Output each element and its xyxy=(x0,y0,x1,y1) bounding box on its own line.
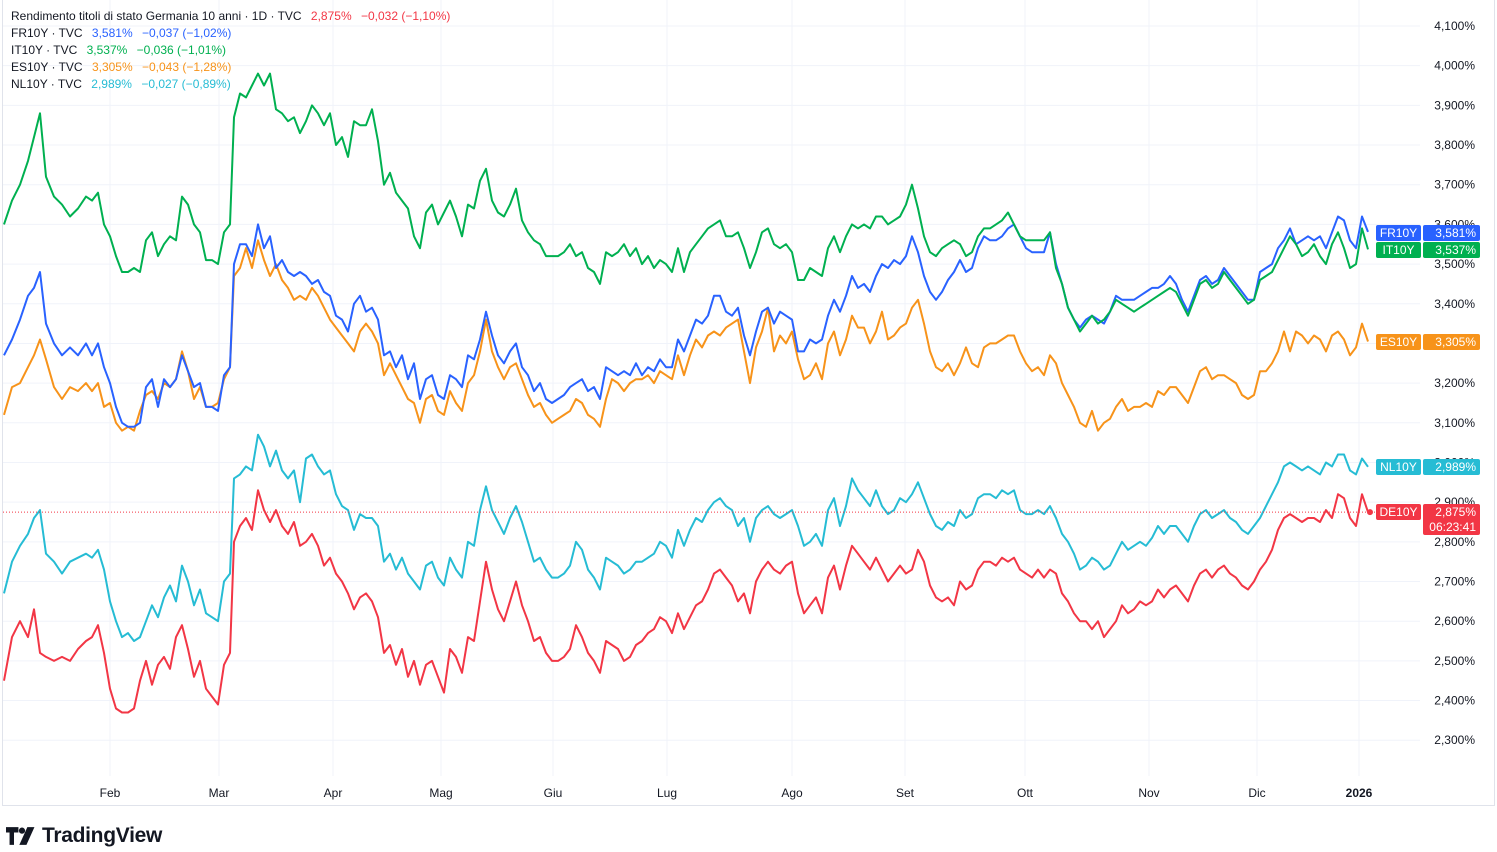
legend-main[interactable]: Rendimento titoli di stato Germania 10 a… xyxy=(11,8,450,25)
y-tick-label: 3,200% xyxy=(1434,376,1475,390)
x-tick-label: Feb xyxy=(100,786,121,800)
price-tag-value: 3,305% xyxy=(1435,335,1476,349)
y-tick-label: 3,700% xyxy=(1434,178,1475,192)
price-tag-name-bg xyxy=(1376,242,1421,258)
series-line-fr10y[interactable] xyxy=(3,215,1369,428)
x-tick-label: Giu xyxy=(544,786,563,800)
price-tag-name-bg xyxy=(1376,459,1421,475)
x-tick-label: Set xyxy=(896,786,915,800)
y-tick-label: 3,900% xyxy=(1434,98,1475,112)
chart-legend: Rendimento titoli di stato Germania 10 a… xyxy=(11,8,450,93)
series-line-es10y[interactable] xyxy=(3,239,1369,432)
price-tag-name-bg xyxy=(1376,504,1421,520)
y-tick-label: 3,400% xyxy=(1434,297,1475,311)
y-tick-label: 2,800% xyxy=(1434,535,1475,549)
legend-it10y-value: 3,537% xyxy=(86,43,128,57)
legend-es10y[interactable]: ES10Y · TVC 3,305% −0,043 (−1,28%) xyxy=(11,59,450,76)
series-line-de10y[interactable] xyxy=(3,489,1369,714)
series-line-nl10y[interactable] xyxy=(3,433,1369,642)
price-tag-name: FR10Y xyxy=(1380,226,1417,240)
price-tag-value-bg xyxy=(1423,225,1480,241)
y-tick-label: 3,800% xyxy=(1434,138,1475,152)
price-tag-name: DE10Y xyxy=(1379,505,1417,519)
grid-lines xyxy=(3,0,1420,776)
y-tick-label: 2,700% xyxy=(1434,575,1475,589)
series-line-it10y[interactable] xyxy=(3,72,1369,333)
price-tag-name-bg xyxy=(1376,225,1421,241)
legend-nl10y[interactable]: NL10Y · TVC 2,989% −0,027 (−0,89%) xyxy=(11,76,450,93)
price-tag-fr10y: FR10Y 3,581% xyxy=(1376,225,1480,241)
price-tag-name: NL10Y xyxy=(1380,460,1417,474)
x-tick-label: Lug xyxy=(657,786,677,800)
x-tick-label: Ago xyxy=(781,786,803,800)
legend-es10y-value: 3,305% xyxy=(91,60,133,74)
price-tag-name: ES10Y xyxy=(1380,335,1417,349)
price-tag-name: IT10Y xyxy=(1382,243,1414,257)
tradingview-logo-text: TradingView xyxy=(42,824,163,847)
x-axis[interactable]: Feb Mar Apr Mag Giu Lug Ago Set Ott Nov Dic 2026 xyxy=(100,786,1373,800)
legend-main-change: −0,032 (−1,10%) xyxy=(360,9,451,23)
legend-it10y[interactable]: IT10Y · TVC 3,537% −0,036 (−1,01%) xyxy=(11,42,450,59)
y-tick-label: 3,500% xyxy=(1434,257,1475,271)
price-tag-es10y: ES10Y 3,305% xyxy=(1376,334,1480,350)
legend-nl10y-change: −0,027 (−0,89%) xyxy=(141,77,231,91)
x-tick-label: Ott xyxy=(1017,786,1034,800)
price-tag-value-bg xyxy=(1423,504,1480,535)
y-tick-label: 4,100% xyxy=(1434,19,1475,33)
price-tag-value: 3,581% xyxy=(1435,226,1476,240)
legend-nl10y-value: 2,989% xyxy=(91,77,132,91)
legend-es10y-label: ES10Y · TVC xyxy=(11,60,83,74)
chart-frame xyxy=(2,0,1495,806)
legend-es10y-change: −0,043 (−1,28%) xyxy=(141,60,232,74)
series-lines xyxy=(3,72,1420,714)
price-tag-value: 2,989% xyxy=(1435,460,1476,474)
price-tag-de10y: DE10Y 2,875%06:23:41 xyxy=(1376,504,1480,535)
x-tick-label: 2026 xyxy=(1346,786,1373,800)
x-tick-label: Apr xyxy=(324,786,343,800)
price-tag-value: 2,875% xyxy=(1435,505,1476,519)
price-tag-value-bg xyxy=(1423,334,1480,350)
y-tick-label: 2,400% xyxy=(1434,694,1475,708)
price-tag-it10y: IT10Y 3,537% xyxy=(1376,242,1480,258)
legend-main-label: Rendimento titoli di stato Germania 10 a… xyxy=(11,9,302,23)
price-tag-name-bg xyxy=(1376,334,1421,350)
price-tags: DE10Y 2,875%06:23:41 NL10Y 2,989% ES10Y 3,305… xyxy=(1376,225,1480,535)
y-tick-label: 3,100% xyxy=(1434,416,1475,430)
tradingview-logo[interactable]: TradingView xyxy=(6,824,162,848)
y-tick-label: 4,000% xyxy=(1434,59,1475,73)
legend-fr10y[interactable]: FR10Y · TVC 3,581% −0,037 (−1,02%) xyxy=(11,25,450,42)
legend-fr10y-label: FR10Y · TVC xyxy=(11,26,83,40)
price-tag-nl10y: NL10Y 2,989% xyxy=(1376,459,1480,475)
legend-fr10y-change: −0,037 (−1,02%) xyxy=(141,26,232,40)
price-tag-value-bg xyxy=(1423,242,1480,258)
x-tick-label: Nov xyxy=(1138,786,1159,800)
tradingview-logo-icon xyxy=(6,827,35,845)
legend-main-value: 2,875% xyxy=(310,9,352,23)
legend-fr10y-value: 3,581% xyxy=(91,26,133,40)
legend-nl10y-label: NL10Y · TVC xyxy=(11,77,82,91)
y-tick-label: 2,500% xyxy=(1434,654,1475,668)
x-tick-label: Mag xyxy=(429,786,452,800)
price-tag-value: 3,537% xyxy=(1435,243,1476,257)
y-tick-label: 2,300% xyxy=(1434,733,1475,747)
legend-it10y-label: IT10Y · TVC xyxy=(11,43,78,57)
price-tag-countdown: 06:23:41 xyxy=(1429,520,1476,534)
x-tick-label: Mar xyxy=(209,786,230,800)
legend-it10y-change: −0,036 (−1,01%) xyxy=(136,43,227,57)
y-tick-label: 2,600% xyxy=(1434,614,1475,628)
y-axis[interactable]: 4,100%4,000%3,900%3,800%3,700%3,600%3,50… xyxy=(1434,19,1475,747)
x-tick-label: Dic xyxy=(1248,786,1265,800)
last-price-dot xyxy=(1367,509,1373,516)
price-tag-value-bg xyxy=(1423,459,1480,475)
